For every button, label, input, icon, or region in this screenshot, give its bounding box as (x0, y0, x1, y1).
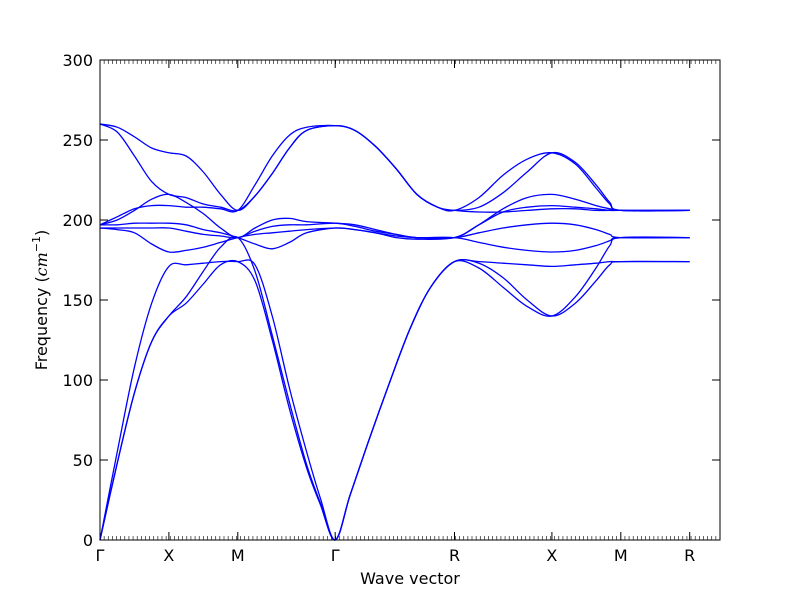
y-tick-label: 300 (62, 51, 93, 70)
branch-line-2 (99, 235, 690, 541)
y-tick-label: 50 (73, 451, 93, 470)
x-tick-label: Γ (96, 546, 105, 565)
x-tick-label: X (163, 546, 174, 565)
x-tick-label: M (614, 546, 628, 565)
x-tick-label: X (546, 546, 557, 565)
plot-frame (99, 59, 721, 541)
branch-line-10 (99, 123, 690, 212)
x-axis-label: Wave vector (360, 569, 460, 588)
branch-line-3 (99, 259, 690, 541)
y-tick-label: 100 (62, 371, 93, 390)
branch-line-6 (99, 204, 690, 250)
y-axis-label: Frequency (cm−1) (30, 230, 51, 371)
x-tick-label: Γ (331, 546, 340, 565)
series-layer (99, 123, 690, 541)
y-tick-label: 250 (62, 131, 93, 150)
branch-line-7 (99, 193, 690, 240)
y-tick-label: 150 (62, 291, 93, 310)
y-tick-label: 0 (83, 531, 93, 550)
x-tick-label: R (684, 546, 695, 565)
tick-layer: 0 50 100 150 200 250 300 Γ X M Γ R X M R (62, 51, 721, 565)
branch-line-5 (100, 222, 690, 239)
y-tick-label: 200 (62, 211, 93, 230)
branch-line-1 (99, 258, 690, 541)
x-tick-label: M (231, 546, 245, 565)
x-tick-label: R (449, 546, 460, 565)
